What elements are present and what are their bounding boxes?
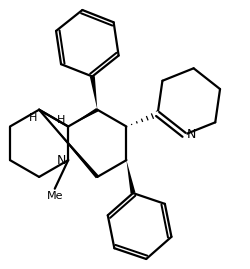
Polygon shape <box>68 108 98 126</box>
Polygon shape <box>39 110 98 178</box>
Text: N: N <box>56 154 66 167</box>
Text: H: H <box>56 115 65 125</box>
Text: Me: Me <box>46 191 63 201</box>
Polygon shape <box>126 160 135 194</box>
Text: N: N <box>186 128 196 141</box>
Polygon shape <box>90 76 97 110</box>
Text: H: H <box>28 113 37 123</box>
